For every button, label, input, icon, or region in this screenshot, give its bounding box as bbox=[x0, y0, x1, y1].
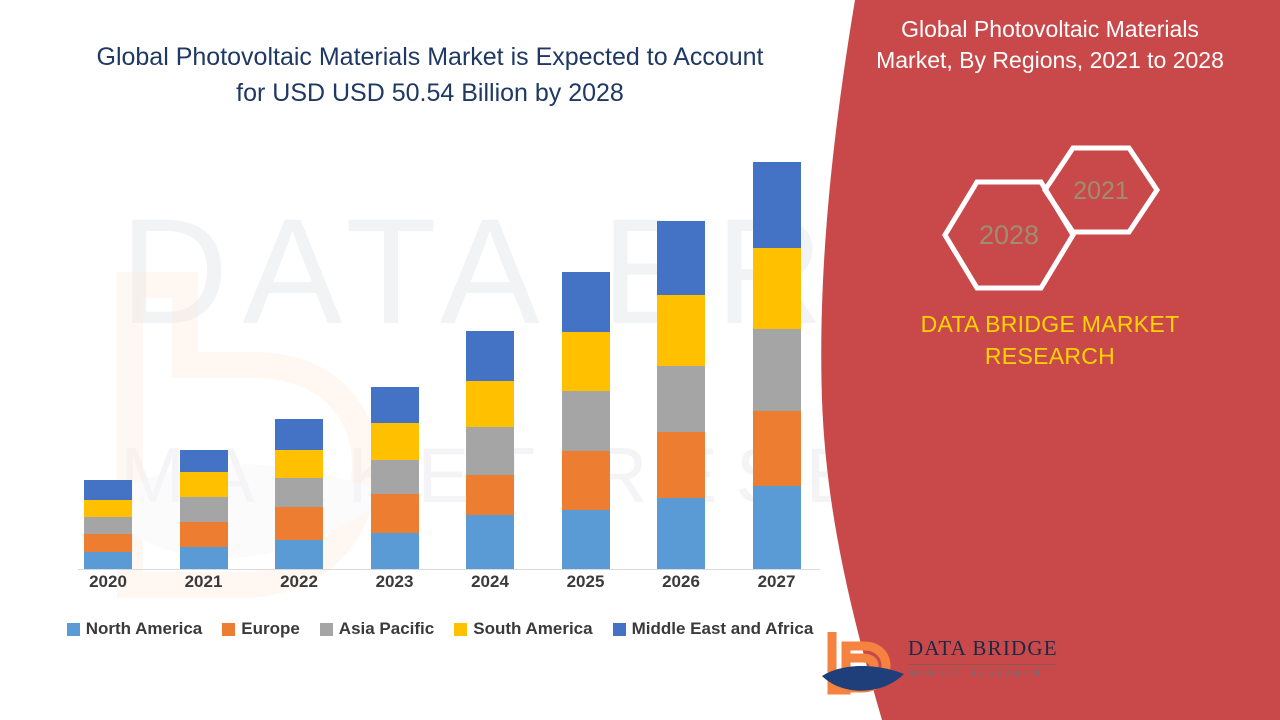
bar-segment bbox=[466, 331, 514, 382]
bar-segment bbox=[275, 506, 323, 540]
bar-segment bbox=[275, 449, 323, 479]
bar-segment bbox=[561, 451, 610, 511]
logo-title: DATA BRIDGE bbox=[908, 636, 1058, 660]
bar-segment bbox=[466, 427, 514, 475]
bar-segment bbox=[370, 494, 419, 534]
bar-segment bbox=[752, 248, 801, 330]
stacked-bar-chart bbox=[40, 150, 830, 570]
legend-item[interactable]: Europe bbox=[222, 619, 300, 639]
page-title-line-2: for USD USD 50.54 Billion by 2028 bbox=[236, 78, 624, 107]
legend-swatch bbox=[319, 622, 333, 636]
legend-label: North America bbox=[85, 619, 203, 638]
bar-segment bbox=[657, 431, 705, 498]
x-axis-label: 2026 bbox=[662, 572, 700, 591]
legend-label: Asia Pacific bbox=[338, 619, 435, 638]
bar-column bbox=[84, 480, 132, 569]
bar-segment bbox=[752, 329, 801, 411]
bar-segment bbox=[466, 381, 514, 428]
brand-line-2: RESEARCH bbox=[984, 343, 1116, 370]
hexagon-2021-shape bbox=[1041, 145, 1161, 235]
bar-segment bbox=[561, 510, 610, 569]
chart-plot-area bbox=[60, 150, 830, 570]
x-axis-tick-labels: 2020 2021 2022 2023 2024 2025 2026 2027 bbox=[40, 572, 830, 600]
bar-segment bbox=[657, 220, 705, 295]
brand-line-1: DATA BRIDGE MARKET bbox=[920, 311, 1180, 337]
x-axis-line bbox=[78, 569, 820, 570]
bar-segment bbox=[561, 390, 610, 452]
bar-column bbox=[275, 418, 323, 569]
bar-segment bbox=[179, 496, 228, 522]
x-axis-label: 2023 bbox=[375, 572, 414, 591]
bar-column bbox=[752, 162, 801, 569]
logo-divider bbox=[908, 664, 1056, 665]
bar-column bbox=[179, 449, 228, 569]
legend-item[interactable]: Asia Pacific bbox=[319, 619, 435, 639]
hexagon-2028-label: 2028 bbox=[979, 220, 1039, 250]
page-title: Global Photovoltaic Materials Market is … bbox=[60, 40, 800, 111]
bar-segment bbox=[84, 517, 132, 535]
bar-column bbox=[466, 331, 514, 569]
legend-item[interactable]: North America bbox=[66, 619, 203, 639]
bar-segment bbox=[275, 539, 323, 569]
legend-label: Middle East and Africa bbox=[631, 619, 814, 638]
x-axis-label: 2021 bbox=[184, 572, 223, 591]
legend-swatch bbox=[454, 622, 468, 636]
bar-segment bbox=[370, 533, 419, 569]
bar-column bbox=[657, 220, 705, 569]
data-bridge-logo: DATA BRIDGE MARKET RESEARCH bbox=[820, 620, 1058, 706]
bar-segment bbox=[84, 480, 132, 501]
panel-title: Global Photovoltaic Materials Market, By… bbox=[840, 14, 1260, 76]
legend-swatch bbox=[66, 622, 80, 636]
hexagon-2021-label: 2021 bbox=[1073, 177, 1129, 205]
bar-segment bbox=[657, 497, 705, 569]
bar-segment bbox=[179, 521, 228, 547]
bar-segment bbox=[657, 365, 705, 432]
legend-swatch bbox=[612, 622, 626, 636]
logo-wordmark: DATA BRIDGE MARKET RESEARCH bbox=[908, 636, 1058, 678]
hexagon-group: 2028 2021 bbox=[905, 140, 1195, 300]
bar-segment bbox=[466, 514, 514, 569]
legend-label: Europe bbox=[241, 619, 300, 638]
page-title-line-1: Global Photovoltaic Materials Market is … bbox=[96, 43, 764, 71]
right-panel-content: Global Photovoltaic Materials Market, By… bbox=[810, 0, 1280, 720]
bar-segment bbox=[752, 486, 801, 569]
bar-segment bbox=[370, 423, 419, 461]
legend-item[interactable]: South America bbox=[454, 619, 593, 639]
bar-segment bbox=[275, 418, 323, 450]
x-axis-label: 2024 bbox=[471, 572, 509, 591]
bar-segment bbox=[561, 271, 610, 333]
legend-item[interactable]: Middle East and Africa bbox=[612, 619, 814, 639]
bar-column bbox=[370, 387, 419, 569]
bar-segment bbox=[752, 410, 801, 487]
bar-segment bbox=[275, 478, 323, 507]
brand-text: DATA BRIDGE MARKET RESEARCH bbox=[840, 308, 1260, 372]
bar-segment bbox=[84, 534, 132, 553]
bar-segment bbox=[179, 471, 228, 497]
bar-segment bbox=[370, 460, 419, 495]
bar-segment bbox=[752, 162, 801, 249]
x-axis-label: 2025 bbox=[566, 572, 605, 591]
logo-mark-icon bbox=[822, 632, 904, 695]
x-axis-label: 2022 bbox=[280, 572, 318, 591]
panel-title-line-1: Global Photovoltaic Materials bbox=[901, 16, 1199, 42]
chart-legend: North America Europe Asia Pacific South Ame… bbox=[40, 615, 840, 643]
bar-segment bbox=[84, 500, 132, 518]
bar-segment bbox=[370, 387, 419, 423]
hexagon-2028-shape bbox=[942, 179, 1076, 291]
x-axis-label: 2020 bbox=[89, 572, 127, 591]
bar-segment bbox=[179, 546, 228, 569]
bar-segment bbox=[84, 552, 132, 569]
bar-segment bbox=[179, 449, 228, 472]
bar-segment bbox=[466, 474, 514, 515]
bar-segment bbox=[561, 332, 610, 391]
x-axis-label: 2027 bbox=[757, 572, 796, 591]
legend-label: South America bbox=[473, 619, 593, 638]
logo-subtitle: MARKET RESEARCH bbox=[908, 668, 1044, 678]
bar-segment bbox=[657, 294, 705, 366]
bar-column bbox=[561, 271, 610, 569]
legend-swatch bbox=[222, 622, 236, 636]
panel-title-line-2: Market, By Regions, 2021 to 2028 bbox=[876, 47, 1224, 74]
